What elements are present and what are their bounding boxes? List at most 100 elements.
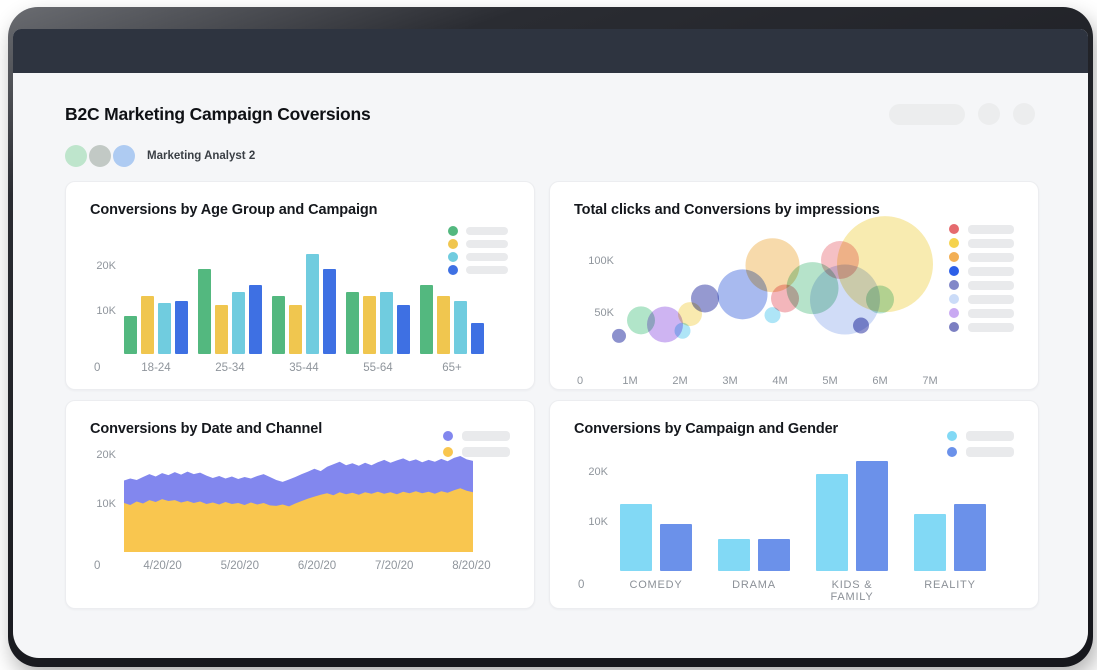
- bar[interactable]: [363, 296, 376, 354]
- bar[interactable]: [914, 513, 946, 571]
- y-axis-tick: 20K: [96, 260, 116, 272]
- x-axis-tick: COMEDY: [629, 579, 683, 591]
- legend-swatch-dot: [949, 308, 959, 318]
- bar[interactable]: [454, 300, 467, 354]
- bar[interactable]: [232, 291, 245, 354]
- bar-group: [718, 538, 790, 571]
- chart-legend: [448, 226, 508, 275]
- x-axis-tick: 1M: [622, 375, 637, 387]
- bar-group: [914, 503, 986, 571]
- bubble[interactable]: [674, 322, 691, 339]
- legend-swatch-dot: [949, 280, 959, 290]
- bar[interactable]: [323, 269, 336, 354]
- x-axis: 0 COMEDY DRAMA KIDS & FAMILY REALITY: [578, 579, 1014, 603]
- bar[interactable]: [158, 302, 171, 354]
- bar[interactable]: [346, 291, 359, 354]
- legend-item[interactable]: [443, 431, 510, 441]
- x-axis-tick: 7M: [922, 375, 937, 387]
- legend-item[interactable]: [949, 238, 1014, 248]
- legend-label-placeholder: [968, 308, 1014, 318]
- toolbar-circle-button[interactable]: [1013, 103, 1035, 125]
- bar[interactable]: [437, 296, 450, 354]
- bar[interactable]: [471, 322, 484, 354]
- bar[interactable]: [175, 300, 188, 354]
- bar[interactable]: [124, 316, 137, 354]
- bar[interactable]: [306, 253, 319, 354]
- legend-item[interactable]: [949, 308, 1014, 318]
- window-screen: B2C Marketing Campaign Coversions Market…: [13, 29, 1088, 658]
- page-title: B2C Marketing Campaign Coversions: [65, 103, 371, 124]
- x-axis-tick: REALITY: [924, 579, 976, 591]
- legend-item[interactable]: [949, 224, 1014, 234]
- legend-label-placeholder: [968, 224, 1014, 234]
- legend-swatch-dot: [949, 224, 959, 234]
- x-axis: 0 18-24 25-34 35-44 55-64 65+: [94, 362, 510, 374]
- legend-item[interactable]: [949, 280, 1014, 290]
- legend-item[interactable]: [443, 447, 510, 457]
- legend-label-placeholder: [966, 431, 1014, 441]
- x-axis-tick: 6M: [872, 375, 887, 387]
- bar[interactable]: [954, 503, 986, 571]
- toolbar-pill-button[interactable]: [889, 103, 965, 125]
- bubble[interactable]: [691, 284, 719, 313]
- area-chart: 20K 10K: [96, 449, 510, 552]
- legend-item[interactable]: [448, 252, 508, 262]
- legend-item[interactable]: [949, 266, 1014, 276]
- bar[interactable]: [380, 291, 393, 354]
- y-axis-tick: 10K: [96, 304, 116, 317]
- chart-card-age-campaign: Conversions by Age Group and Campaign 20…: [65, 181, 535, 390]
- bar[interactable]: [758, 538, 790, 571]
- bubble[interactable]: [764, 307, 781, 324]
- toolbar-circle-button[interactable]: [978, 103, 1000, 125]
- bar[interactable]: [620, 503, 652, 571]
- x-axis-tick: 5M: [822, 375, 837, 387]
- bar[interactable]: [718, 538, 750, 571]
- bar[interactable]: [420, 285, 433, 354]
- legend-label-placeholder: [968, 238, 1014, 248]
- legend-item[interactable]: [448, 265, 508, 275]
- legend-label-placeholder: [466, 266, 508, 274]
- legend-item[interactable]: [949, 294, 1014, 304]
- bubble[interactable]: [745, 238, 800, 293]
- bar[interactable]: [215, 305, 228, 354]
- bar-group: [346, 291, 410, 354]
- x-axis-tick: 65+: [442, 362, 462, 374]
- bar[interactable]: [660, 523, 692, 571]
- bar[interactable]: [856, 461, 888, 571]
- legend-swatch-dot: [448, 265, 458, 275]
- legend-item[interactable]: [949, 252, 1014, 262]
- bar-chart: 20K 10K: [588, 461, 1014, 571]
- y-axis-tick: 20K: [96, 449, 116, 461]
- bubble[interactable]: [647, 306, 683, 343]
- x-axis-tick: 18-24: [141, 362, 171, 374]
- bar[interactable]: [397, 305, 410, 354]
- x-axis-tick: DRAMA: [732, 579, 776, 591]
- bar-chart: 20K 10K: [96, 253, 510, 354]
- bar[interactable]: [272, 296, 285, 354]
- chart-title: Total clicks and Conversions by impressi…: [574, 202, 880, 218]
- legend-swatch-dot: [949, 322, 959, 332]
- bar-group: [272, 253, 336, 354]
- legend-item[interactable]: [448, 226, 508, 236]
- bar[interactable]: [816, 473, 848, 571]
- legend-swatch-dot: [448, 226, 458, 236]
- bar[interactable]: [141, 296, 154, 354]
- legend-item[interactable]: [947, 447, 1014, 457]
- bar[interactable]: [289, 305, 302, 354]
- bar[interactable]: [198, 269, 211, 354]
- area-series[interactable]: [124, 488, 473, 552]
- bar[interactable]: [249, 285, 262, 354]
- x-axis-tick: 35-44: [289, 362, 319, 374]
- bubble[interactable]: [853, 317, 869, 334]
- bubble[interactable]: [837, 216, 933, 313]
- bar-group: [124, 296, 188, 354]
- analyst-name: Marketing Analyst 2: [147, 150, 256, 162]
- legend-item[interactable]: [949, 322, 1014, 332]
- x-axis-tick: 2M: [672, 375, 687, 387]
- chart-title: Conversions by Date and Channel: [90, 421, 323, 437]
- bubble[interactable]: [612, 328, 626, 343]
- legend-item[interactable]: [448, 239, 508, 249]
- legend-swatch-dot: [949, 294, 959, 304]
- legend-item[interactable]: [947, 431, 1014, 441]
- x-axis-tick: 3M: [722, 375, 737, 387]
